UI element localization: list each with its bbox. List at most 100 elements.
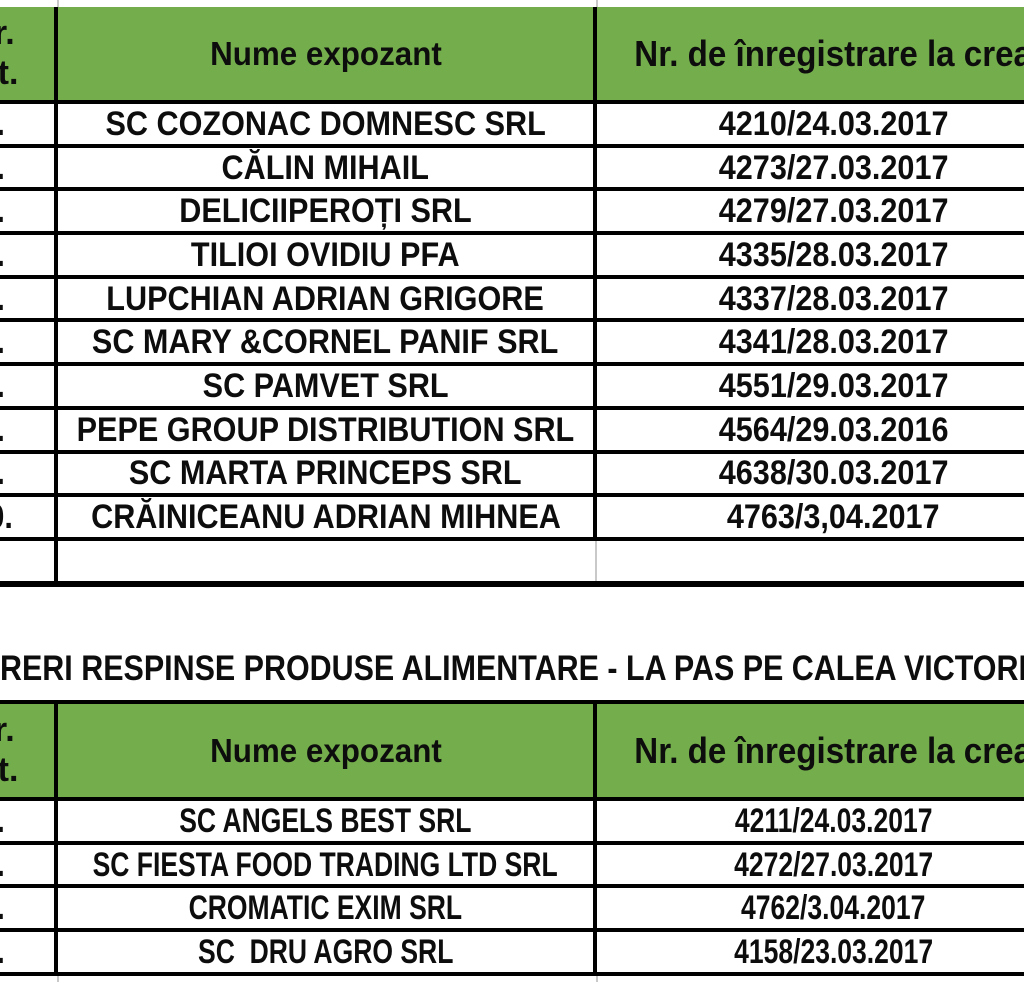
exhibitor-name: SC MARTA PRINCEPS SRL [129,454,522,493]
exhibitor-name-cell[interactable]: LUPCHIAN ADRIAN GRIGORE [58,278,597,319]
registration-number-cell[interactable]: 4273/27.03.2017 [597,148,1024,188]
row-number: 3. [0,194,5,228]
exhibitor-name: CRĂINICEANU ADRIAN MIHNEA [90,498,561,537]
row-number: 8. [0,413,5,447]
table-row: 3. CROMATIC EXIM SRL 4762/3.04.2017 [0,888,1024,933]
registration-number-cell[interactable]: 4272/27.03.2017 [597,845,1024,885]
exhibitor-name: CĂLIN MIHAIL [221,148,430,187]
table-row: 4. SC DRU AGRO SRL 4158/23.03.2017 [0,932,1024,976]
registration-number-cell[interactable]: 4279/27.03.2017 [597,191,1024,231]
rejected-table: Nr. crt. Nume expozant Nr. de înregistra… [0,700,1024,976]
registration-number-cell[interactable]: 4210/24.03.2017 [597,104,1024,144]
registration-number: 4211/24.03.2017 [734,801,933,840]
row-number: 9. [0,456,5,490]
registration-number: 4762/3.04.2017 [741,889,926,928]
exhibitor-name-cell[interactable]: TILIOI OVIDIU PFA [58,235,597,275]
exhibitor-name: SC FIESTA FOOD TRADING LTD SRL [92,845,559,884]
t1-header-row: Nr. crt. Nume expozant Nr. de înregistra… [0,7,1024,104]
header-crt-label: crt. [0,53,19,92]
row-number: 1. [0,804,5,838]
t2-row-number-header-cell[interactable]: Nr. crt. [0,704,58,797]
row-number-cell[interactable]: 9. [0,453,58,494]
row-number: 1. [0,107,5,141]
registration-number-cell[interactable]: 4564/29.03.2016 [597,410,1024,450]
registration-number-cell[interactable]: 4211/24.03.2017 [597,801,1024,841]
t1-header-nume-expozant-cell[interactable]: Nume expozant [58,7,597,100]
row-number-cell[interactable]: 4. [0,235,58,275]
row-number: 2. [0,848,5,882]
header-nr-inregistrare-label: Nr. de înregistrare la crea [634,32,1024,74]
exhibitor-name-cell[interactable]: CRĂINICEANU ADRIAN MIHNEA [58,497,597,537]
table-row: 10. CRĂINICEANU ADRIAN MIHNEA 4763/3,04.… [0,497,1024,541]
registration-number: 4272/27.03.2017 [733,845,934,884]
t1-header-nr-inregistrare-cell[interactable]: Nr. de înregistrare la crea [597,7,1024,100]
table-row: 2. CĂLIN MIHAIL 4273/27.03.2017 [0,147,1024,192]
exhibitor-name-cell[interactable]: SC MARTA PRINCEPS SRL [58,453,597,494]
exhibitor-name-cell[interactable]: SC DRU AGRO SRL [58,932,597,972]
exhibitor-name-cell[interactable]: CĂLIN MIHAIL [58,147,597,188]
registration-number: 4638/30.03.2017 [718,454,949,493]
row-number-cell[interactable]: 3. [0,191,58,232]
registration-number: 4158/23.03.2017 [733,932,934,971]
t2-header-nr-inregistrare-cell[interactable]: Nr. de înregistrare la crea [597,704,1024,797]
gridline [57,0,59,7]
top-row-sliver [0,0,1024,7]
t2-header-nume-expozant-cell[interactable]: Nume expozant [58,704,597,797]
row-number-cell[interactable]: 2. [0,147,58,188]
row-number: 3. [0,891,5,925]
table-row: 1. SC ANGELS BEST SRL 4211/24.03.2017 [0,801,1024,845]
row-number-cell[interactable]: 2. [0,844,58,885]
registration-number: 4335/28.03.2017 [718,235,949,274]
exhibitor-name-cell[interactable]: CROMATIC EXIM SRL [58,888,597,929]
exhibitor-name-cell[interactable]: SC PAMVET SRL [58,366,597,406]
empty-cell[interactable] [0,540,58,581]
exhibitor-name-cell[interactable]: DELICIIPEROȚI SRL [58,191,597,232]
approved-table: Nr. crt. Nume expozant Nr. de înregistra… [0,7,1024,587]
section-title[interactable]: RERI RESPINSE PRODUSE ALIMENTARE - LA PA… [0,649,1024,688]
row-number-cell[interactable]: 1. [0,104,58,144]
table-row: 1. SC COZONAC DOMNESC SRL 4210/24.03.201… [0,104,1024,148]
row-number-cell[interactable]: 3. [0,888,58,929]
row-number: 5. [0,282,5,316]
row-number-cell[interactable]: 7. [0,366,58,406]
registration-number-cell[interactable]: 4762/3.04.2017 [597,888,1024,928]
exhibitor-name: LUPCHIAN ADRIAN GRIGORE [106,279,545,318]
empty-cell[interactable] [597,541,1024,581]
row-number-cell[interactable]: 1. [0,801,58,841]
empty-cell[interactable] [58,540,597,581]
registration-number-cell[interactable]: 4638/30.03.2017 [597,454,1024,494]
gridline [596,976,598,982]
table-row: 4. TILIOI OVIDIU PFA 4335/28.03.2017 [0,235,1024,279]
exhibitor-name-cell[interactable]: SC COZONAC DOMNESC SRL [58,104,597,144]
registration-number-cell[interactable]: 4551/29.03.2017 [597,366,1024,406]
exhibitor-name-cell[interactable]: PEPE GROUP DISTRIBUTION SRL [58,409,597,450]
t2-header-row: Nr. crt. Nume expozant Nr. de înregistra… [0,704,1024,801]
exhibitor-name-cell[interactable]: SC FIESTA FOOD TRADING LTD SRL [58,844,597,885]
registration-number-cell[interactable]: 4158/23.03.2017 [597,932,1024,972]
registration-number: 4273/27.03.2017 [718,148,949,187]
registration-number-cell[interactable]: 4337/28.03.2017 [597,279,1024,319]
registration-number-cell[interactable]: 4335/28.03.2017 [597,235,1024,275]
row-number: 2. [0,151,5,185]
row-number-cell[interactable]: 10. [0,497,58,537]
gridline [57,976,59,982]
exhibitor-name: SC DRU AGRO SRL [197,932,454,971]
exhibitor-name-cell[interactable]: SC MARY &CORNEL PANIF SRL [58,322,597,363]
registration-number-cell[interactable]: 4341/28.03.2017 [597,322,1024,362]
row-number-cell[interactable]: 4. [0,932,58,972]
row-number-cell[interactable]: 5. [0,278,58,319]
exhibitor-name-cell[interactable]: SC ANGELS BEST SRL [58,801,597,841]
t1-row-number-header-cell[interactable]: Nr. crt. [0,7,58,100]
registration-number: 4551/29.03.2017 [718,366,949,405]
table-row: 2. SC FIESTA FOOD TRADING LTD SRL 4272/2… [0,844,1024,889]
bottom-row-sliver [0,976,1024,982]
registration-number: 4564/29.03.2016 [718,410,949,449]
header-nr-label: Nr. [0,14,15,53]
header-crt-label: crt. [0,750,19,789]
exhibitor-name: TILIOI OVIDIU PFA [191,235,460,274]
row-number-cell[interactable]: 8. [0,409,58,450]
table-row: 3. DELICIIPEROȚI SRL 4279/27.03.2017 [0,191,1024,236]
registration-number-cell[interactable]: 4763/3,04.2017 [597,497,1024,537]
row-number-cell[interactable]: 6. [0,322,58,363]
